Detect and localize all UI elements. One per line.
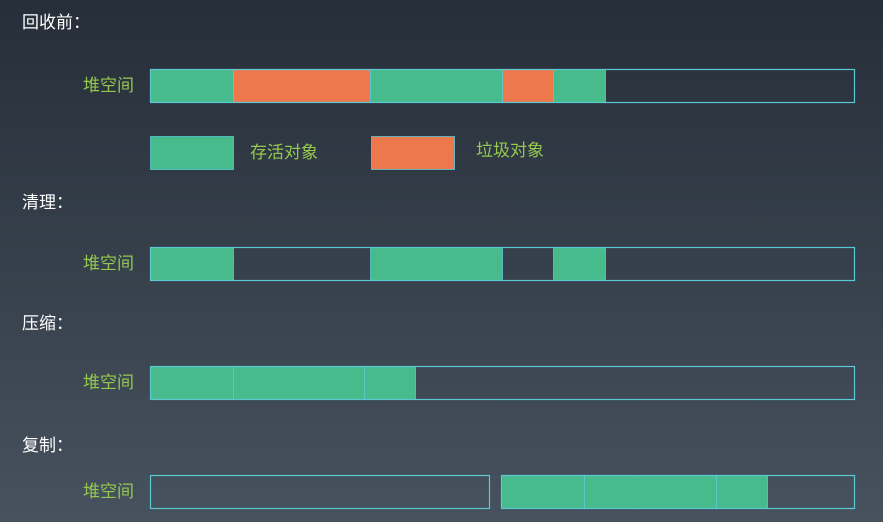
legend-label: 存活对象 xyxy=(250,143,318,163)
heap-frame xyxy=(149,68,856,104)
heap-bar xyxy=(149,474,856,510)
section-title: 复制： xyxy=(22,436,73,456)
heap-label: 堆空间 xyxy=(83,373,134,393)
live-block xyxy=(150,247,234,281)
heap-label: 堆空间 xyxy=(83,76,134,96)
garbage-block xyxy=(502,69,554,103)
live-block xyxy=(501,475,585,509)
section-title: 压缩： xyxy=(22,314,73,334)
heap-frame xyxy=(149,365,856,401)
legend-swatch xyxy=(150,136,234,170)
heap-bar xyxy=(149,68,856,104)
live-block xyxy=(370,247,503,281)
live-block xyxy=(553,247,606,281)
live-block xyxy=(364,366,416,400)
live-block xyxy=(150,366,234,400)
heap-frame xyxy=(500,474,856,510)
heap-frame xyxy=(149,246,856,282)
live-block xyxy=(584,475,717,509)
heap-label: 堆空间 xyxy=(83,254,134,274)
live-block xyxy=(233,366,365,400)
legend-swatch xyxy=(371,136,455,170)
legend-label: 垃圾对象 xyxy=(476,141,544,161)
section-title: 回收前： xyxy=(22,13,90,33)
live-block xyxy=(370,69,503,103)
heap-frame xyxy=(149,474,491,510)
section-title: 清理： xyxy=(22,193,73,213)
garbage-block xyxy=(233,69,371,103)
heap-bar xyxy=(149,246,856,282)
live-block xyxy=(716,475,768,509)
heap-label: 堆空间 xyxy=(83,482,134,502)
live-block xyxy=(553,69,606,103)
live-block xyxy=(150,69,234,103)
heap-bar xyxy=(149,365,856,401)
